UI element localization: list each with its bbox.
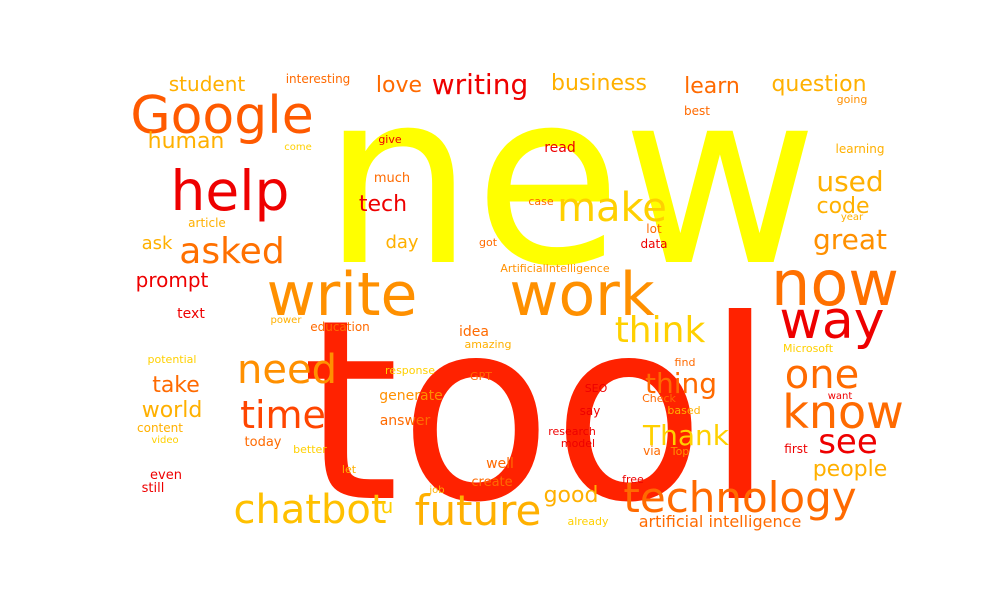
word-much: much: [374, 171, 410, 186]
word-article: article: [188, 216, 226, 230]
word-question: question: [771, 72, 866, 97]
word-good: good: [544, 483, 599, 508]
word-now: now: [771, 247, 899, 320]
word-lot: lot: [646, 222, 662, 236]
word-love: love: [376, 73, 422, 98]
word-tech: tech: [359, 192, 407, 217]
word-google: Google: [130, 86, 313, 146]
word-writing: writing: [432, 68, 528, 101]
word-learn: learn: [684, 74, 740, 99]
word-text: text: [177, 306, 205, 322]
word-day: day: [385, 232, 418, 253]
word-microsoft: Microsoft: [783, 342, 834, 355]
word-response: response: [385, 364, 435, 377]
word-asked: asked: [179, 231, 284, 272]
word-time: time: [240, 393, 326, 437]
word-got: got: [479, 236, 498, 249]
word-power: power: [271, 315, 303, 326]
word-let: let: [342, 463, 357, 476]
word-code: code: [816, 194, 869, 219]
word-better: better: [293, 443, 327, 456]
word-tool: tool: [301, 266, 774, 557]
word-check: Check: [642, 392, 676, 405]
word-work: work: [509, 260, 654, 330]
word-still: still: [142, 481, 165, 496]
word-say: say: [580, 404, 601, 418]
word-amazing: amazing: [465, 338, 512, 351]
word-education: education: [310, 320, 370, 334]
word-based: based: [667, 404, 700, 417]
word-thank: Thank: [642, 419, 730, 452]
word-learning: learning: [836, 142, 885, 156]
word-job: job: [428, 485, 444, 496]
word-new: new: [322, 39, 818, 319]
word-going: going: [837, 93, 868, 106]
word-idea: idea: [459, 324, 489, 340]
word-gpt: GPT: [470, 370, 492, 383]
word-know: know: [782, 385, 904, 439]
word-one: one: [785, 352, 859, 398]
word-answer: answer: [380, 413, 431, 429]
word-future: future: [415, 486, 542, 535]
word-research: research: [548, 425, 596, 438]
word-best: best: [684, 104, 710, 118]
word-video: video: [151, 435, 178, 446]
word-case: case: [528, 195, 554, 208]
word-human: human: [148, 129, 225, 154]
word-top: Top: [670, 445, 690, 458]
word-u: u: [381, 494, 394, 518]
word-first: first: [784, 442, 808, 456]
word-read: read: [544, 140, 576, 156]
word-today: today: [245, 435, 282, 450]
word-take: take: [152, 373, 200, 398]
word-come: come: [284, 142, 312, 153]
word-great: great: [813, 223, 887, 256]
word-find: find: [675, 356, 696, 369]
word-via: via: [643, 444, 661, 458]
word-way: way: [779, 291, 884, 351]
word-think: think: [615, 310, 706, 351]
word-content: content: [137, 421, 183, 435]
word-already: already: [567, 515, 609, 528]
word-prompt: prompt: [136, 268, 209, 292]
word-even: even: [150, 468, 182, 483]
word-seo: SEO: [585, 382, 608, 395]
word-need: need: [237, 347, 337, 393]
word-artificialintelligence: ArtificialIntelligence: [500, 262, 609, 275]
word-business: business: [551, 71, 647, 96]
word-people: people: [813, 457, 888, 482]
word-give: give: [378, 133, 402, 146]
word-ask: ask: [142, 233, 173, 254]
word-interesting: interesting: [286, 72, 351, 86]
word-student: student: [169, 72, 246, 96]
word-year: year: [841, 212, 864, 223]
word-see: see: [818, 422, 878, 462]
word-chatbot: chatbot: [233, 487, 386, 533]
word-potential: potential: [148, 353, 197, 366]
word-technology: technology: [623, 473, 856, 522]
word-model: model: [561, 437, 595, 450]
word-generate: generate: [379, 388, 442, 404]
word-help: help: [171, 159, 290, 223]
word-used: used: [816, 165, 883, 198]
word-thing: thing: [645, 367, 717, 400]
word-want: want: [828, 391, 853, 402]
word-data: data: [640, 237, 667, 251]
word-make: make: [557, 185, 667, 231]
word-write: write: [267, 260, 418, 330]
word-artificial-intelligence: artificial intelligence: [639, 512, 802, 531]
word-create: create: [471, 475, 512, 490]
word-free: free: [622, 473, 644, 486]
word-well: well: [486, 456, 514, 472]
word-world: world: [142, 398, 203, 423]
